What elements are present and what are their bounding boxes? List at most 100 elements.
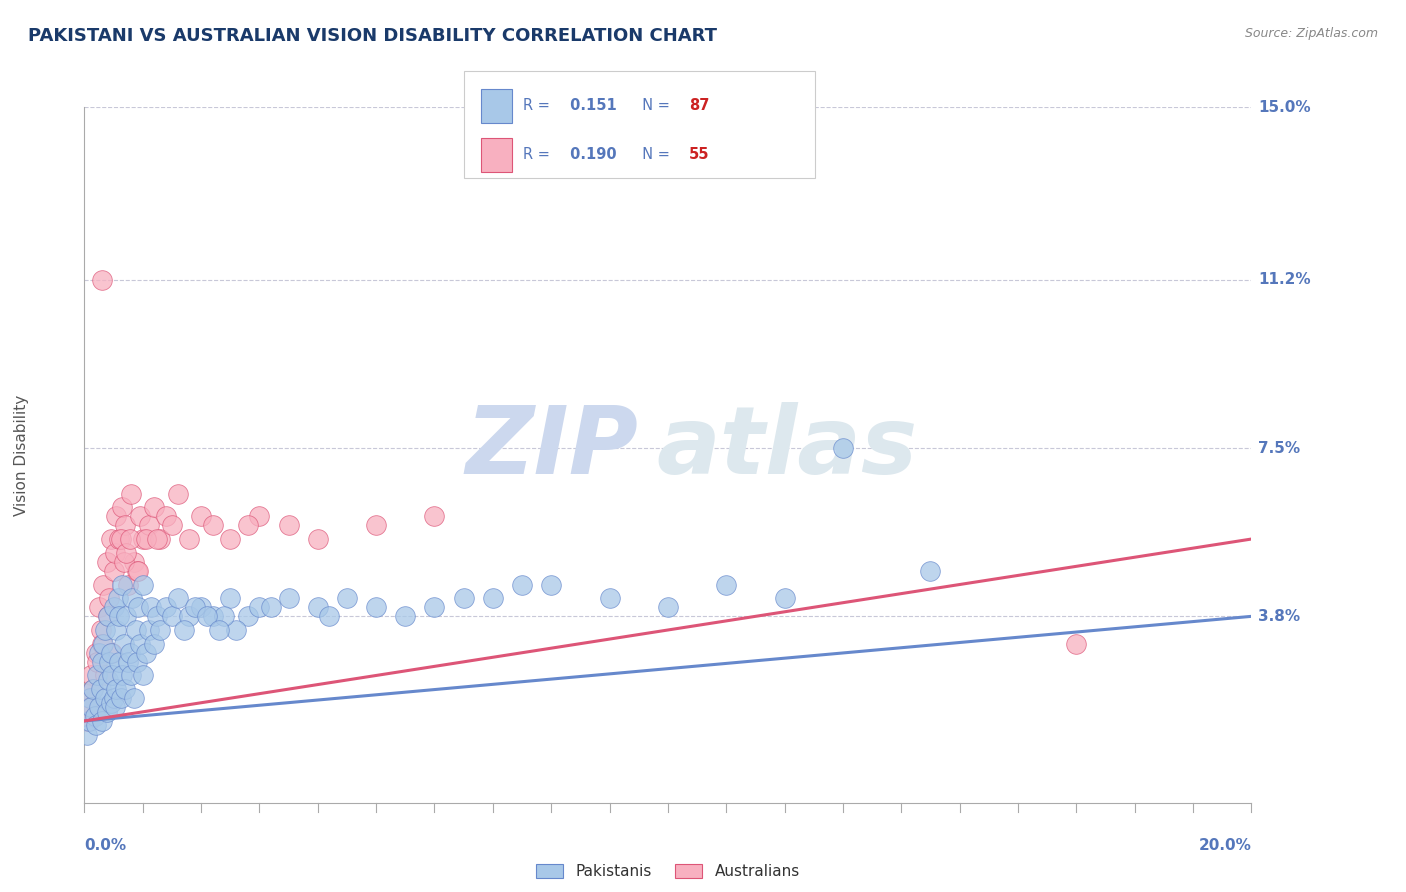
- Point: [96, 555, 118, 569]
- Point: [97, 609, 120, 624]
- Point: [135, 532, 157, 546]
- Point: [121, 591, 143, 606]
- Point: [146, 609, 169, 624]
- Point: [166, 591, 188, 606]
- Point: [166, 486, 188, 500]
- Point: [76, 714, 98, 728]
- Point: [108, 655, 131, 669]
- Point: [540, 577, 562, 591]
- Point: [77, 714, 100, 728]
- Point: [201, 609, 224, 624]
- Point: [105, 623, 128, 637]
- Point: [101, 646, 124, 660]
- Point: [110, 691, 132, 706]
- Point: [423, 509, 446, 524]
- Point: [132, 532, 155, 546]
- Legend: Pakistanis, Australians: Pakistanis, Australians: [530, 858, 806, 886]
- Point: [114, 518, 136, 533]
- Point: [143, 500, 166, 515]
- Point: [366, 518, 388, 533]
- Point: [155, 509, 177, 524]
- Text: ZIP: ZIP: [465, 402, 638, 494]
- Point: [87, 646, 110, 660]
- Point: [84, 718, 107, 732]
- Point: [236, 609, 259, 624]
- Point: [190, 600, 212, 615]
- Point: [249, 600, 271, 615]
- Point: [115, 546, 138, 560]
- Point: [80, 700, 103, 714]
- Text: atlas: atlas: [657, 402, 918, 494]
- Point: [90, 623, 112, 637]
- Point: [105, 509, 128, 524]
- Text: 7.5%: 7.5%: [1258, 441, 1301, 456]
- Point: [82, 682, 104, 697]
- Text: 20.0%: 20.0%: [1198, 838, 1251, 854]
- Point: [366, 600, 388, 615]
- Point: [87, 700, 110, 714]
- Point: [128, 637, 150, 651]
- Point: [77, 691, 100, 706]
- Point: [100, 532, 122, 546]
- Point: [773, 591, 796, 606]
- Point: [260, 600, 283, 615]
- Point: [127, 564, 149, 578]
- Point: [125, 655, 148, 669]
- Point: [87, 600, 110, 615]
- Text: PAKISTANI VS AUSTRALIAN VISION DISABILITY CORRELATION CHART: PAKISTANI VS AUSTRALIAN VISION DISABILIT…: [28, 27, 717, 45]
- Point: [141, 600, 163, 615]
- Point: [510, 577, 533, 591]
- Point: [173, 623, 195, 637]
- Point: [107, 591, 129, 606]
- Point: [79, 700, 101, 714]
- Point: [149, 532, 172, 546]
- Point: [108, 609, 131, 624]
- Point: [423, 600, 446, 615]
- Point: [90, 273, 112, 287]
- Point: [120, 486, 142, 500]
- Point: [80, 668, 103, 682]
- Point: [115, 609, 138, 624]
- Point: [94, 691, 117, 706]
- Point: [79, 691, 101, 706]
- Text: 55: 55: [689, 147, 710, 162]
- Point: [277, 591, 299, 606]
- Point: [86, 655, 108, 669]
- Point: [179, 532, 201, 546]
- Text: R =: R =: [523, 98, 554, 113]
- Point: [114, 682, 136, 697]
- Point: [120, 668, 142, 682]
- Point: [599, 591, 621, 606]
- Point: [201, 518, 224, 533]
- Point: [105, 682, 128, 697]
- Point: [1066, 637, 1088, 651]
- Point: [82, 682, 104, 697]
- Point: [112, 555, 135, 569]
- Text: N =: N =: [633, 98, 675, 113]
- Text: 0.151: 0.151: [565, 98, 617, 113]
- Point: [118, 646, 141, 660]
- Text: 11.2%: 11.2%: [1258, 272, 1310, 287]
- Point: [214, 609, 236, 624]
- Text: N =: N =: [633, 147, 675, 162]
- Point: [307, 532, 329, 546]
- Point: [394, 609, 416, 624]
- Point: [716, 577, 738, 591]
- Point: [132, 577, 155, 591]
- Point: [155, 600, 177, 615]
- Point: [111, 668, 134, 682]
- Point: [97, 591, 120, 606]
- Point: [920, 564, 942, 578]
- Point: [318, 609, 340, 624]
- Text: R =: R =: [523, 147, 554, 162]
- Point: [138, 518, 160, 533]
- Point: [76, 728, 98, 742]
- Point: [117, 577, 139, 591]
- Point: [657, 600, 679, 615]
- Point: [110, 532, 132, 546]
- Point: [103, 564, 125, 578]
- Point: [101, 668, 124, 682]
- Text: 3.8%: 3.8%: [1258, 609, 1301, 624]
- Point: [219, 532, 242, 546]
- Text: Vision Disability: Vision Disability: [14, 394, 28, 516]
